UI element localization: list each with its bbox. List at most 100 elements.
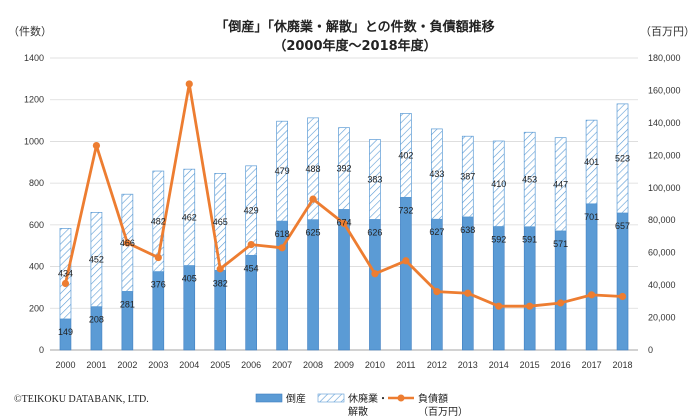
bar-bankruptcy-label: 625 <box>306 228 321 238</box>
bar-closure <box>245 165 258 256</box>
bar-closure-label: 392 <box>336 164 351 174</box>
debt-point <box>433 288 441 296</box>
bar-bankruptcy-label: 376 <box>151 280 166 290</box>
bar-bankruptcy-label: 149 <box>58 327 73 337</box>
bar-bankruptcy-label: 281 <box>120 299 135 309</box>
bar-bankruptcy <box>431 218 443 351</box>
bar-closure <box>338 127 350 210</box>
legend: 倒産 休廃業・ 解散 負債額 （百万円） <box>255 392 468 418</box>
bar-closure <box>307 117 319 220</box>
bar-closure <box>430 128 443 220</box>
data-labels: 149 434 208 452 281 466 376 482 405 462 382 465 454 4… <box>58 150 630 337</box>
bar-closure-label: 402 <box>398 150 413 160</box>
bar-closure-label: 429 <box>244 206 259 216</box>
bar-bankruptcy <box>400 197 412 351</box>
right-tick-label: 180,000 <box>648 53 681 63</box>
debt-point <box>618 292 627 301</box>
right-tick-label: 100,000 <box>648 183 681 193</box>
bar-bankruptcy-label: 618 <box>275 229 290 239</box>
debt-point <box>402 257 410 265</box>
x-tick-label: 2004 <box>179 360 199 370</box>
x-tick-label: 2001 <box>86 360 106 370</box>
bar-bankruptcy-label: 626 <box>367 227 382 237</box>
legend-label-closure-1: 休廃業・ <box>348 392 388 405</box>
debt-point <box>309 195 317 203</box>
right-tick-label: 120,000 <box>648 150 681 160</box>
x-tick-label: 2018 <box>613 360 633 370</box>
bar-closure <box>461 135 474 218</box>
bar-bankruptcy <box>492 226 505 351</box>
bar-closure-label: 479 <box>275 166 290 176</box>
bar-closure-label: 453 <box>522 174 537 184</box>
debt-point <box>587 291 596 299</box>
x-tick-label: 2014 <box>489 360 509 370</box>
debt-point <box>278 244 286 252</box>
legend-swatch-debt-marker <box>397 394 405 402</box>
bar-closure-label: 433 <box>429 169 444 179</box>
debt-point <box>216 265 224 273</box>
legend-label-bankruptcy: 倒産 <box>286 392 306 405</box>
bar-closure <box>585 119 598 205</box>
bar-bankruptcy-label: 674 <box>336 217 351 227</box>
debt-point <box>154 253 162 262</box>
bar-bankruptcy-label: 571 <box>553 239 568 249</box>
bar-bankruptcy-label: 405 <box>182 274 197 284</box>
debt-point <box>526 302 534 310</box>
x-tick-label: 2008 <box>303 360 323 370</box>
x-tick-label: 2010 <box>365 360 385 370</box>
bar-bankruptcy <box>369 219 381 351</box>
debt-point <box>557 299 565 307</box>
bar-bankruptcy <box>616 212 629 351</box>
legend-swatch-bankruptcy <box>255 393 283 403</box>
chart-title: 「倒産」「休廃業・解散」との件数・負債額推移 <box>215 19 494 35</box>
bar-bankruptcy-label: 208 <box>89 315 104 325</box>
bar-closure-label: 488 <box>306 164 321 174</box>
x-tick-label: 2002 <box>117 360 137 370</box>
x-tick-label: 2013 <box>458 360 478 370</box>
bar-closure <box>492 140 505 227</box>
debt-line <box>61 80 627 310</box>
debt-point <box>495 302 503 310</box>
bar-closure-label: 387 <box>460 172 475 182</box>
x-tick-label: 2012 <box>427 360 447 370</box>
bar-closure-label: 482 <box>151 216 166 226</box>
right-axis: 0 20,000 40,000 60,000 80,000 100,000 120,000 1… <box>648 53 681 355</box>
debt-point <box>464 289 472 297</box>
x-axis: 2000 2001 2002 2003 2004 2005 2006 2007 2008 2009… <box>55 360 632 370</box>
left-axis-unit: （件数） <box>8 25 52 38</box>
right-tick-label: 160,000 <box>648 85 681 95</box>
right-tick-label: 0 <box>648 345 653 355</box>
bar-bankruptcy-label: 732 <box>398 205 413 215</box>
bar-bankruptcy <box>585 203 598 351</box>
debt-point <box>92 142 101 150</box>
bar-closure-label: 523 <box>615 153 630 163</box>
bar-closure-label: 434 <box>58 269 73 279</box>
bar-closure-label: 465 <box>213 217 228 227</box>
debt-point <box>247 240 255 249</box>
bar-closure-label: 462 <box>182 212 197 222</box>
bar-closure-label: 401 <box>584 157 599 167</box>
left-tick-label: 1200 <box>24 95 44 105</box>
x-tick-label: 2003 <box>148 360 168 370</box>
bar-closure-label: 410 <box>491 179 506 189</box>
bar-bankruptcy-label: 638 <box>460 225 475 235</box>
bar-bankruptcy-label: 454 <box>244 263 259 273</box>
legend-label-debt-1: 負債額 <box>418 392 448 405</box>
bar-bankruptcy <box>523 226 536 351</box>
bar-closure <box>183 168 196 266</box>
bar-bankruptcy-label: 701 <box>584 212 599 222</box>
debt-point <box>61 279 70 288</box>
bar-closure <box>369 139 381 220</box>
right-axis-unit: （百万円） <box>640 25 695 38</box>
x-tick-label: 2005 <box>210 360 230 370</box>
x-tick-label: 2016 <box>551 360 571 370</box>
bar-closure <box>523 131 536 228</box>
bar-bankruptcy-label: 627 <box>429 227 444 237</box>
left-tick-label: 1000 <box>24 136 44 146</box>
bar-closure <box>276 120 288 222</box>
bar-bankruptcy <box>461 216 474 351</box>
right-tick-label: 80,000 <box>648 215 676 225</box>
bar-closure <box>616 103 629 214</box>
bar-closure <box>59 228 72 320</box>
debt-point <box>123 239 131 247</box>
